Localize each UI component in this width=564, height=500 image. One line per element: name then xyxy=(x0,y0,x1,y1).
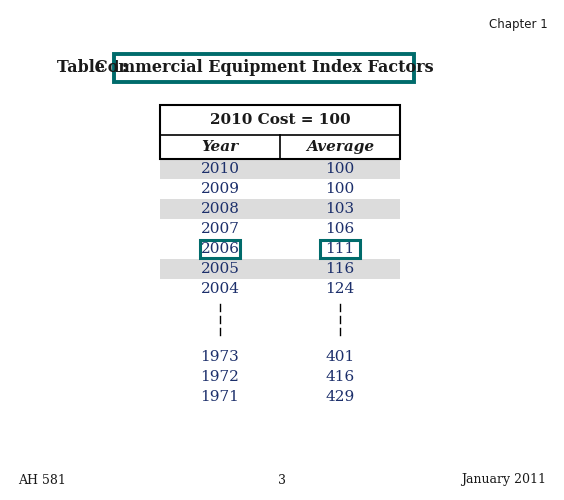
Bar xyxy=(200,240,240,258)
Text: Commercial Equipment Index Factors: Commercial Equipment Index Factors xyxy=(95,60,433,76)
Text: 1971: 1971 xyxy=(201,390,240,404)
Text: 116: 116 xyxy=(325,262,355,276)
Text: January 2011: January 2011 xyxy=(461,474,546,486)
Text: 2008: 2008 xyxy=(201,202,240,216)
Text: Chapter 1: Chapter 1 xyxy=(489,18,548,31)
Text: 100: 100 xyxy=(325,162,355,176)
Text: 2007: 2007 xyxy=(201,222,240,236)
Text: 124: 124 xyxy=(325,282,355,296)
Text: 106: 106 xyxy=(325,222,355,236)
Text: Average: Average xyxy=(306,140,374,154)
Bar xyxy=(160,199,400,219)
Bar xyxy=(160,259,400,279)
Text: Table 1:: Table 1: xyxy=(57,60,128,76)
Text: 2006: 2006 xyxy=(200,242,240,256)
Text: 2010 Cost = 100: 2010 Cost = 100 xyxy=(210,113,350,127)
Text: AH 581: AH 581 xyxy=(18,474,66,486)
Bar xyxy=(320,240,360,258)
Text: Year: Year xyxy=(201,140,239,154)
Bar xyxy=(160,105,400,159)
Text: 416: 416 xyxy=(325,370,355,384)
Bar xyxy=(114,54,414,82)
Text: 429: 429 xyxy=(325,390,355,404)
Text: 2005: 2005 xyxy=(201,262,240,276)
Text: 3: 3 xyxy=(278,474,286,486)
Text: 111: 111 xyxy=(325,242,355,256)
Text: 2009: 2009 xyxy=(200,182,240,196)
Text: 401: 401 xyxy=(325,350,355,364)
Bar xyxy=(160,159,400,179)
Text: 2004: 2004 xyxy=(200,282,240,296)
Text: 103: 103 xyxy=(325,202,355,216)
Text: 1973: 1973 xyxy=(201,350,239,364)
Text: 100: 100 xyxy=(325,182,355,196)
Text: 1972: 1972 xyxy=(201,370,240,384)
Text: 2010: 2010 xyxy=(200,162,240,176)
